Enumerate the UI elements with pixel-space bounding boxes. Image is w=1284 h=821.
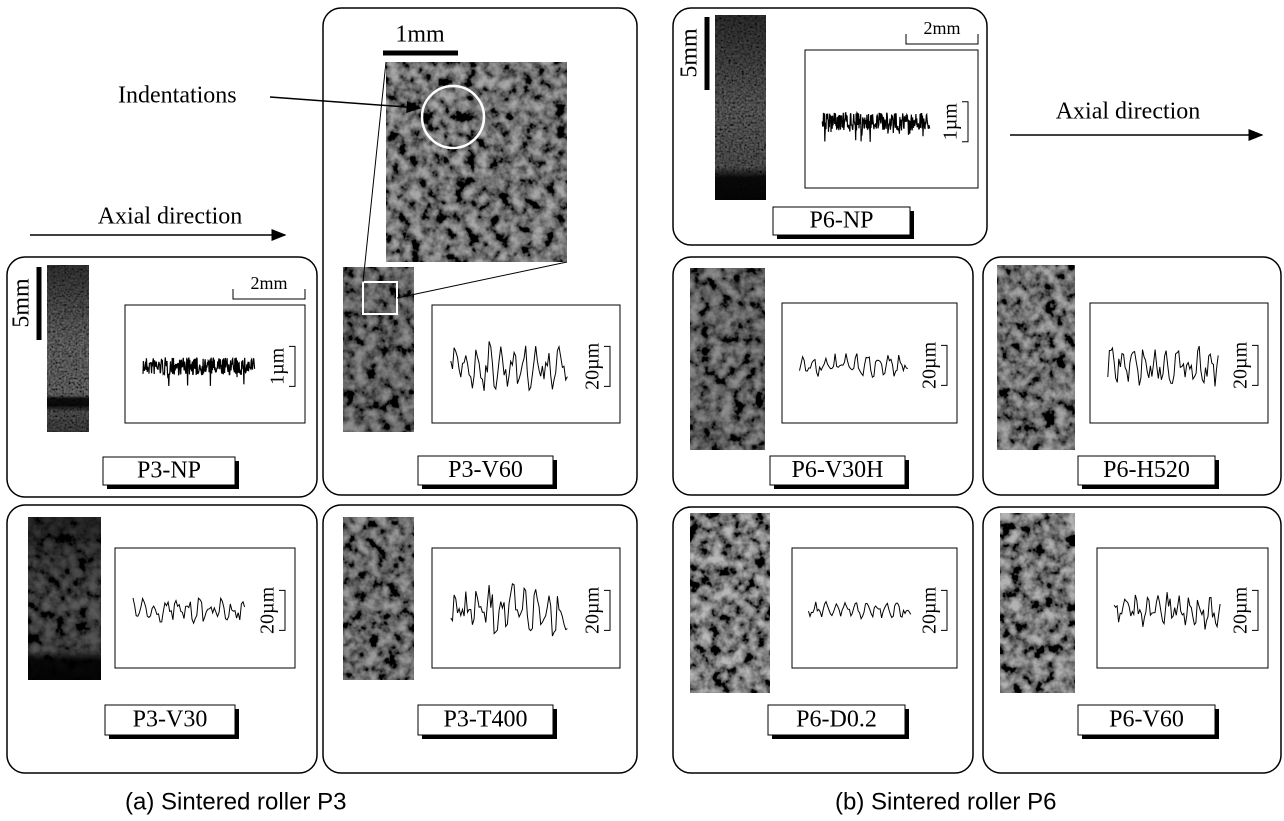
sample-label: P6-H520 [1103, 457, 1190, 483]
surface-band [28, 517, 101, 680]
width-scale-label: 2mm [923, 18, 960, 38]
height-scale-label: 20µm [257, 586, 279, 634]
sample-label: P3-V30 [133, 707, 208, 733]
caption: (b) Sintered roller P6 [835, 788, 1056, 815]
sample-label: P6-V60 [1109, 707, 1184, 733]
length-scale-label: 5mm [9, 278, 35, 328]
figure: 1µm 2mm 5mm P3-NP 20µm P3-V60 20µm P3-V30 20µm P3… [0, 0, 1284, 821]
height-scale-label: 1µm [267, 347, 289, 385]
height-scale-label: 20µm [582, 586, 604, 634]
surface-tone [690, 268, 765, 450]
height-scale-label: 20µm [919, 341, 941, 389]
surface-band [715, 15, 766, 200]
surface-tone [343, 267, 414, 432]
sample-label: P6-NP [809, 208, 873, 234]
sample-label: P6-D0.2 [796, 707, 877, 733]
indentations-label: Indentations [118, 83, 237, 109]
surface-tone [690, 513, 770, 693]
width-scale-label: 2mm [250, 273, 287, 293]
surface-tone [997, 265, 1075, 450]
zoom-tone [386, 62, 567, 262]
zoom-line [397, 262, 567, 298]
axial-direction-label: Axial direction [1056, 99, 1201, 125]
sample-label: P3-V60 [448, 457, 523, 483]
sample-label: P3-T400 [444, 707, 528, 733]
height-scale-label: 1µm [940, 103, 962, 141]
height-scale-label: 20µm [1230, 586, 1252, 634]
sample-label: P3-NP [137, 458, 201, 484]
surface-band [47, 265, 89, 432]
zoom-scale-label: 1mm [395, 22, 445, 48]
zoom-line [363, 62, 386, 282]
sample-label: P6-V30H [791, 457, 883, 483]
height-scale-label: 20µm [582, 342, 604, 390]
length-scale-label: 5mm [677, 28, 703, 78]
axial-direction-label: Axial direction [98, 204, 243, 230]
height-scale-label: 20µm [919, 586, 941, 634]
caption: (a) Sintered roller P3 [125, 788, 346, 815]
height-scale-label: 20µm [1230, 341, 1252, 389]
surface-tone [1000, 513, 1075, 693]
surface-tone [343, 517, 414, 680]
